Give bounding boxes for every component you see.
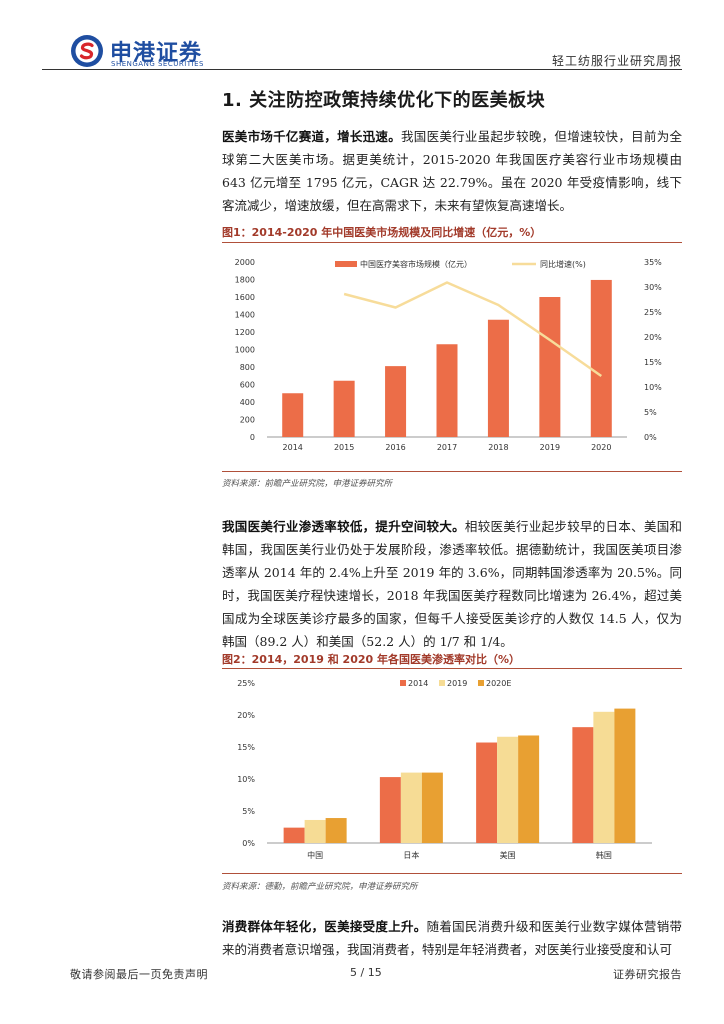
bar — [497, 736, 519, 843]
y-right-tick-label: 25% — [644, 308, 662, 317]
y-tick-label: 20% — [237, 711, 255, 720]
page-number: 5 / 15 — [350, 966, 382, 979]
figure-2-title: 图2：2014，2019 和 2020 年各国医美渗透率对比（%） — [222, 653, 521, 666]
figure-2-source: 资料来源：德勤，前瞻产业研究院，申港证券研究所 — [222, 882, 418, 892]
y-right-tick-label: 10% — [644, 383, 662, 392]
x-tick-label: 日本 — [403, 850, 419, 860]
disclaimer-note: 敬请参阅最后一页免责声明 — [70, 968, 208, 981]
paragraph-body: 随着国民消费升级和医美行业数字媒体营销带来的消费者意识增强，我国消费者，特别是年… — [222, 919, 682, 957]
figure-1-top-rule — [222, 242, 682, 243]
section-title: 1. 关注防控政策持续优化下的医美板块 — [222, 90, 546, 111]
legend-swatch — [478, 680, 484, 686]
legend-label: 2014 — [408, 679, 428, 688]
x-tick-label: 美国 — [500, 850, 516, 860]
x-tick-label: 韩国 — [596, 850, 612, 860]
bar — [379, 777, 401, 843]
paragraph-body: 相较医美行业起步较早的日本、美国和韩国，我国医美行业仍处于发展阶段，渗透率较低。… — [222, 519, 682, 649]
legend-swatch-bar — [335, 261, 357, 267]
legend-swatch — [400, 680, 406, 686]
bar — [614, 708, 636, 843]
y-tick-label: 0% — [242, 839, 255, 848]
y-right-tick-label: 15% — [644, 358, 662, 367]
bar — [518, 735, 540, 843]
paragraph: 我国医美行业渗透率较低，提升空间较大。相较医美行业起步较早的日本、美国和韩国，我… — [222, 515, 682, 653]
x-tick-label: 2018 — [488, 443, 508, 452]
x-tick-label: 中国 — [307, 850, 323, 860]
legend-label: 中国医疗美容市场规模（亿元） — [360, 259, 472, 269]
legend-swatch — [439, 680, 445, 686]
bar — [487, 319, 509, 437]
x-tick-label: 2015 — [334, 443, 354, 452]
bar — [539, 297, 561, 437]
bar — [436, 344, 458, 437]
legend-label: 2019 — [447, 679, 467, 688]
y-left-tick-label: 400 — [240, 398, 255, 407]
bar — [593, 711, 615, 843]
bar — [325, 818, 347, 843]
y-tick-label: 5% — [242, 807, 255, 816]
x-tick-label: 2016 — [385, 443, 405, 452]
paragraph-lead: 我国医美行业渗透率较低，提升空间较大。 — [222, 519, 465, 534]
growth-rate-line — [343, 281, 603, 378]
y-right-tick-label: 30% — [644, 283, 662, 292]
y-right-tick-label: 0% — [644, 433, 657, 442]
penetration-rate-chart: 0% 5% 10% 15% 20% 25% 中国 日本 美国 韩国 2014 2019 2020E — [237, 679, 652, 860]
x-tick-label: 2020 — [591, 443, 611, 452]
y-left-tick-label: 600 — [240, 381, 255, 390]
y-left-tick-label: 200 — [240, 416, 255, 425]
bar — [304, 819, 326, 843]
figure-1-source: 资料来源：前瞻产业研究院，申港证券研究所 — [222, 479, 393, 489]
y-left-tick-label: 1000 — [235, 346, 255, 355]
bar — [333, 380, 355, 437]
bar — [476, 742, 498, 843]
paragraph-body: 我国医美行业虽起步较晚，但增速较快，目前为全球第二大医美市场。据更美统计，201… — [222, 129, 682, 213]
bar — [400, 772, 422, 843]
y-left-tick-label: 800 — [240, 363, 255, 372]
y-left-tick-label: 0 — [250, 433, 255, 442]
paragraph: 消费群体年轻化，医美接受度上升。随着国民消费升级和医美行业数字媒体营销带来的消费… — [222, 915, 682, 961]
y-tick-label: 25% — [237, 679, 255, 688]
y-right-tick-label: 20% — [644, 333, 662, 342]
y-left-tick-label: 1600 — [235, 293, 255, 302]
document-type: 证券研究报告 — [613, 968, 682, 981]
bar — [590, 279, 612, 437]
y-left-tick-label: 1800 — [235, 276, 255, 285]
y-left-tick-label: 1200 — [235, 328, 255, 337]
report-type: 轻工纺服行业研究周报 — [551, 54, 682, 68]
figure-2-top-rule — [222, 668, 682, 669]
x-tick-label: 2019 — [540, 443, 560, 452]
y-left-tick-label: 2000 — [235, 258, 255, 267]
legend-label: 2020E — [486, 679, 511, 688]
x-tick-label: 2017 — [437, 443, 457, 452]
figure-1-bottom-rule — [222, 471, 682, 472]
header-divider — [42, 69, 682, 70]
market-size-chart: 0 200 400 600 800 1000 1200 1400 1600 1800 2000 0% 5… — [235, 258, 663, 452]
brand-name: 申港证券 — [110, 41, 203, 66]
legend-label: 同比增速(%) — [540, 259, 586, 269]
y-tick-label: 10% — [237, 775, 255, 784]
figure-2-bottom-rule — [222, 873, 682, 874]
bar — [421, 772, 443, 843]
paragraph-lead: 医美市场千亿赛道，增长迅速。 — [222, 129, 401, 144]
bar — [572, 727, 594, 843]
y-left-tick-label: 1400 — [235, 311, 255, 320]
bar — [283, 827, 305, 843]
paragraph: 医美市场千亿赛道，增长迅速。我国医美行业虽起步较晚，但增速较快，目前为全球第二大… — [222, 125, 682, 217]
company-logo — [71, 35, 103, 67]
y-tick-label: 15% — [237, 743, 255, 752]
y-right-tick-label: 5% — [644, 408, 657, 417]
brand-name-english: SHENGANG SECURITIES — [111, 60, 204, 68]
bar — [282, 393, 304, 437]
y-right-tick-label: 35% — [644, 258, 662, 267]
figure-1-title: 图1：2014-2020 年中国医美市场规模及同比增速（亿元，%） — [222, 226, 542, 239]
bar — [385, 366, 407, 437]
x-tick-label: 2014 — [283, 443, 303, 452]
paragraph-lead: 消费群体年轻化，医美接受度上升。 — [222, 919, 427, 934]
